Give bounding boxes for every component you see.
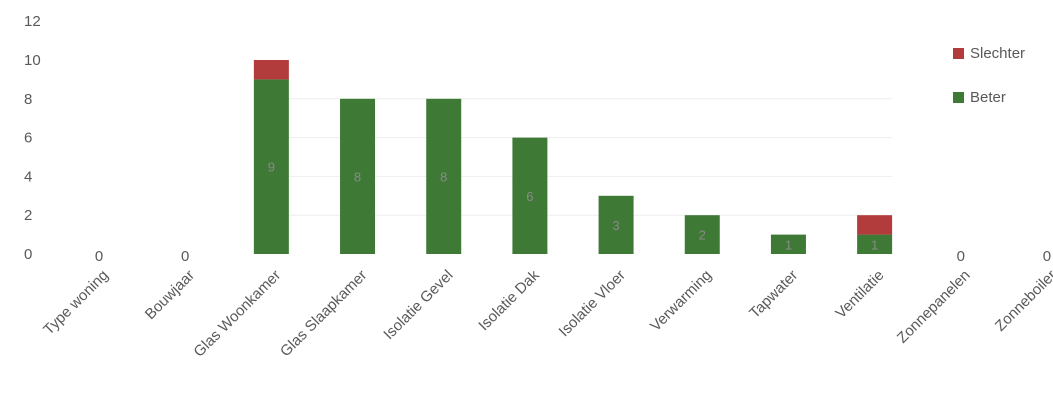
bar-beter: [857, 234, 893, 254]
data-labels: 0 0 9 8 8 6 3 2 1 1 0 0: [95, 160, 1051, 265]
x-tick-label: Ventilatie: [832, 267, 887, 322]
bar-beter: [340, 98, 376, 254]
bar-value-label: 9: [268, 160, 275, 175]
x-tick-label: Verwarming: [647, 267, 715, 335]
y-tick-label: 4: [24, 168, 32, 185]
bar-slechter: [253, 60, 289, 80]
bar-beter: [253, 79, 289, 255]
bar-value-label: 1: [871, 237, 878, 252]
bar-beter: [512, 137, 548, 254]
x-tick-label: Type woning: [40, 267, 112, 339]
x-tick-label: Glas Woonkamer: [190, 267, 284, 361]
x-tick-label: Zonnepanelen: [894, 267, 974, 347]
y-axis: 0 2 4 6 8 10 12: [24, 13, 41, 263]
x-tick-label: Isolatie Gevel: [380, 267, 456, 343]
bar-value-label: 3: [612, 218, 619, 233]
zero-value-label: 0: [957, 248, 965, 265]
bar-value-label: 2: [699, 228, 706, 243]
y-tick-label: 8: [24, 91, 32, 108]
zero-value-label: 0: [181, 248, 189, 265]
bars: [253, 60, 893, 255]
bar-beter: [598, 195, 634, 254]
y-tick-label: 2: [24, 207, 32, 224]
bar-slechter: [857, 215, 893, 235]
legend-label-slechter: Slechter: [970, 45, 1025, 62]
x-tick-label: Bouwjaar: [142, 267, 198, 323]
x-tick-label: Tapwater: [746, 267, 801, 322]
x-tick-label: Isolatie Vloer: [556, 267, 629, 340]
legend-label-beter: Beter: [970, 89, 1006, 106]
x-tick-label: Isolatie Dak: [475, 266, 543, 334]
y-tick-label: 12: [24, 13, 41, 30]
y-tick-label: 0: [24, 246, 32, 263]
bar-value-label: 6: [526, 189, 533, 204]
zero-value-label: 0: [1043, 248, 1051, 265]
bar-value-label: 8: [440, 169, 447, 184]
legend: Slechter Beter: [953, 45, 1025, 106]
zero-value-label: 0: [95, 248, 103, 265]
legend-swatch-slechter: [953, 48, 964, 59]
x-tick-label: Zonneboiler: [992, 267, 1053, 335]
bar-value-label: 1: [785, 237, 792, 252]
bar-beter: [770, 234, 806, 254]
y-tick-label: 6: [24, 130, 32, 147]
bar-beter: [426, 98, 462, 254]
x-tick-label: Glas Slaapkamer: [277, 267, 370, 360]
y-tick-label: 10: [24, 52, 41, 69]
legend-swatch-beter: [953, 92, 964, 103]
bar-value-label: 8: [354, 169, 361, 184]
bar-beter: [684, 215, 720, 254]
